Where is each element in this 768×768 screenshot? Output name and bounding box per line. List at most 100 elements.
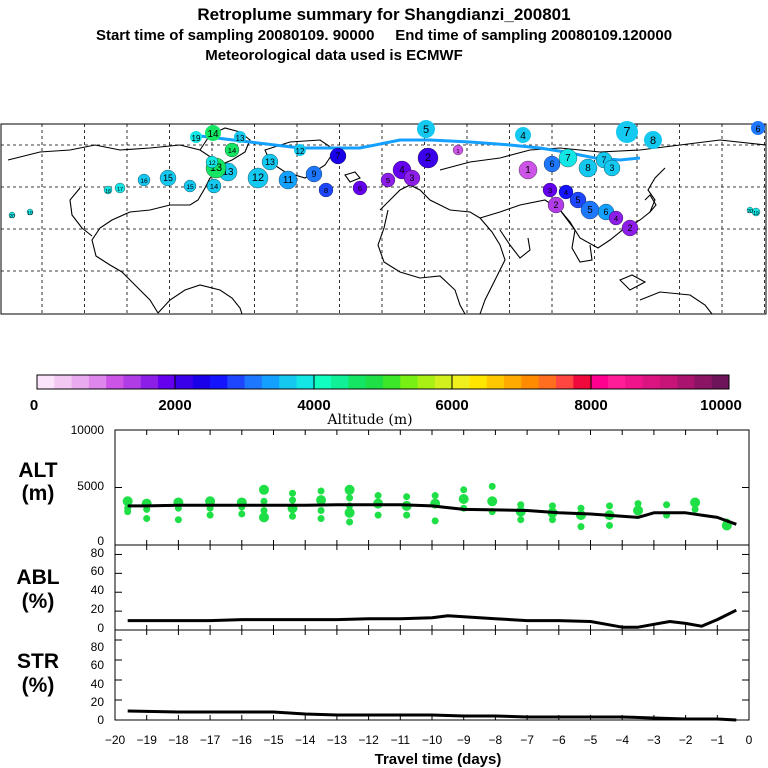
- alt-cluster-point: [258, 512, 269, 523]
- sampling-time-line: Start time of sampling 20080109. 90000 E…: [96, 27, 672, 44]
- colorbar-cell: [37, 375, 55, 389]
- colorbar-cell: [158, 375, 176, 389]
- abl-ytick: 80: [91, 546, 105, 560]
- alt-cluster-point: [374, 511, 382, 519]
- alt-cluster-point: [431, 517, 439, 525]
- colorbar-cell: [88, 375, 107, 389]
- str-ytick: 0: [97, 713, 104, 727]
- cluster-label: 20: [9, 214, 15, 220]
- cluster-label: 2: [554, 200, 559, 210]
- colorbar-ticks: 0 2000 4000 6000 8000 10000: [30, 397, 742, 414]
- cluster-label: 14: [210, 182, 219, 191]
- str-line: [127, 709, 737, 722]
- cluster-label: 1: [525, 165, 531, 176]
- str-panel-unit: (%): [22, 674, 55, 697]
- cluster-marker: [103, 185, 113, 195]
- x-tick-label: −19: [137, 733, 158, 747]
- alt-cluster-point: [344, 484, 355, 495]
- alt-cluster-point: [289, 489, 297, 497]
- x-tick-label: −8: [489, 733, 503, 747]
- colorbar-cell: [261, 375, 280, 389]
- alt-cluster-point: [289, 496, 297, 504]
- colorbar-cell: [452, 375, 470, 389]
- cluster-label: 8: [324, 186, 328, 195]
- cluster-label: 14: [228, 146, 237, 155]
- x-tick-labels: −20 −19 −18 −17 −16 −15 −14 −13 −12 −11 −10 −9 −8 −7−…: [105, 733, 753, 747]
- cluster-label: 5: [386, 176, 390, 185]
- colorbar-cell: [504, 375, 522, 389]
- colorbar-label: Altitude (m): [326, 412, 412, 428]
- alt-cluster-point: [316, 495, 327, 506]
- x-tick-label: −18: [168, 733, 189, 747]
- colorbar-cell: [434, 375, 453, 389]
- cluster-marker: [26, 208, 34, 216]
- cluster-marker: [205, 155, 219, 169]
- cluster-label: 18: [105, 189, 111, 195]
- cluster-label: 5: [587, 205, 593, 216]
- cluster-marker: [543, 155, 561, 173]
- cluster-label: 7: [336, 151, 341, 161]
- alt-cluster-point: [317, 507, 325, 514]
- cluster-label: 8: [650, 135, 656, 147]
- colorbar-cell: [417, 375, 436, 389]
- x-tick-label: −13: [327, 733, 348, 747]
- cluster-marker: [569, 191, 587, 209]
- x-tick-label: −16: [232, 733, 253, 747]
- cluster-marker: [278, 170, 298, 190]
- cluster-marker: [137, 173, 151, 187]
- x-tick-label: −1: [710, 733, 724, 747]
- colorbar-cell: [694, 375, 713, 389]
- x-tick-label: −9: [457, 733, 471, 747]
- colorbar-cell: [642, 375, 661, 389]
- colorbar-cell: [140, 375, 159, 389]
- cluster-label: 15: [186, 184, 194, 191]
- colorbar-tick-2000: 2000: [158, 397, 191, 414]
- cluster-label: 17: [117, 187, 123, 193]
- x-tick-label: 0: [746, 733, 753, 747]
- str-y-ticks: 80 60 40 20 0: [91, 640, 105, 727]
- cluster-label: 12: [296, 147, 305, 156]
- cluster-marker: [621, 219, 639, 237]
- cluster-marker: [114, 182, 126, 194]
- x-tick-label: −5: [584, 733, 598, 747]
- colorbar-cell: [400, 375, 418, 389]
- cluster-marker: [558, 148, 578, 168]
- x-tick-label: −12: [358, 733, 379, 747]
- colorbar-cell: [279, 375, 297, 389]
- map-frame: [0, 123, 767, 315]
- alt-cluster-point: [633, 505, 644, 516]
- abl-ytick: 20: [91, 602, 105, 616]
- colorbar-cell: [210, 375, 228, 389]
- cluster-marker: [518, 160, 538, 180]
- cluster-marker: [318, 182, 334, 198]
- cluster-label: 3: [610, 163, 615, 173]
- cluster-marker: [417, 120, 435, 138]
- alt-cluster-point: [317, 515, 325, 523]
- cluster-label: 4: [614, 214, 619, 223]
- colorbar-cell: [625, 375, 643, 389]
- cluster-label: 4: [564, 188, 569, 197]
- cluster-label: 13: [223, 167, 234, 178]
- colorbar-cell: [313, 375, 332, 389]
- alt-panel-label: ALT: [18, 459, 57, 482]
- x-tick-label: −10: [422, 733, 443, 747]
- colorbar-cell: [331, 375, 349, 389]
- cluster-label: 11: [283, 175, 294, 186]
- alt-cluster-point: [458, 494, 469, 504]
- cluster-label: 7: [565, 153, 571, 164]
- cluster-label: 1: [456, 149, 459, 155]
- meteorological-data-line: Meteorological data used is ECMWF: [205, 47, 463, 64]
- abl-ytick: 40: [91, 583, 105, 597]
- colorbar-cell: [365, 375, 384, 389]
- colorbar-cell: [296, 375, 315, 389]
- cluster-label: 5: [423, 124, 429, 136]
- x-tick-label: −20: [105, 733, 126, 747]
- alt-cluster-point: [606, 521, 614, 529]
- x-tick-label: −15: [263, 733, 284, 747]
- alt-panel-frame: [114, 429, 750, 546]
- alt-cluster-point: [431, 492, 439, 500]
- time-series-panels: ALT (m) ABL (%) STR (%) 10000 5000 0 80 …: [16, 423, 752, 768]
- cluster-label: 6: [604, 207, 609, 217]
- alt-cluster-point: [577, 523, 585, 531]
